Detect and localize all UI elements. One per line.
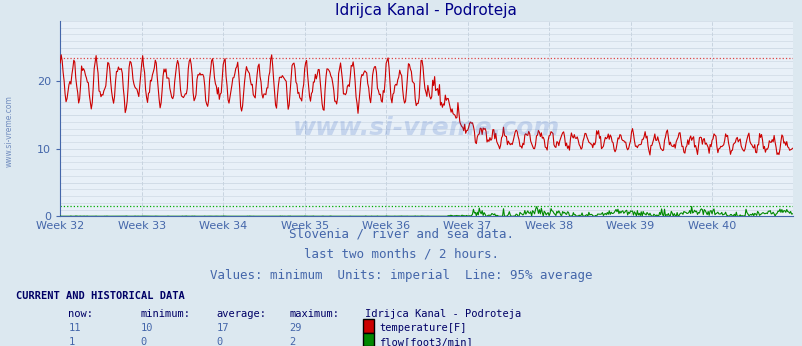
Text: 29: 29 xyxy=(289,324,302,334)
Text: 2: 2 xyxy=(289,337,295,346)
Text: now:: now: xyxy=(68,309,93,319)
Text: 17: 17 xyxy=(217,324,229,334)
Text: www.si-vreme.com: www.si-vreme.com xyxy=(5,95,14,167)
Title: Idrijca Kanal - Podroteja: Idrijca Kanal - Podroteja xyxy=(335,3,516,18)
Text: 0: 0 xyxy=(217,337,223,346)
Text: average:: average: xyxy=(217,309,266,319)
Text: maximum:: maximum: xyxy=(289,309,338,319)
Text: CURRENT AND HISTORICAL DATA: CURRENT AND HISTORICAL DATA xyxy=(16,291,184,301)
Text: Values: minimum  Units: imperial  Line: 95% average: Values: minimum Units: imperial Line: 95… xyxy=(210,268,592,282)
Text: www.si-vreme.com: www.si-vreme.com xyxy=(293,116,559,140)
Text: 1: 1 xyxy=(68,337,75,346)
Text: 0: 0 xyxy=(140,337,147,346)
Text: Idrijca Kanal - Podroteja: Idrijca Kanal - Podroteja xyxy=(365,309,521,319)
Text: 10: 10 xyxy=(140,324,153,334)
Text: Slovenia / river and sea data.: Slovenia / river and sea data. xyxy=(289,227,513,240)
Text: temperature[F]: temperature[F] xyxy=(379,324,466,334)
Text: 11: 11 xyxy=(68,324,81,334)
Text: flow[foot3/min]: flow[foot3/min] xyxy=(379,337,472,346)
Text: minimum:: minimum: xyxy=(140,309,190,319)
Text: last two months / 2 hours.: last two months / 2 hours. xyxy=(304,248,498,261)
